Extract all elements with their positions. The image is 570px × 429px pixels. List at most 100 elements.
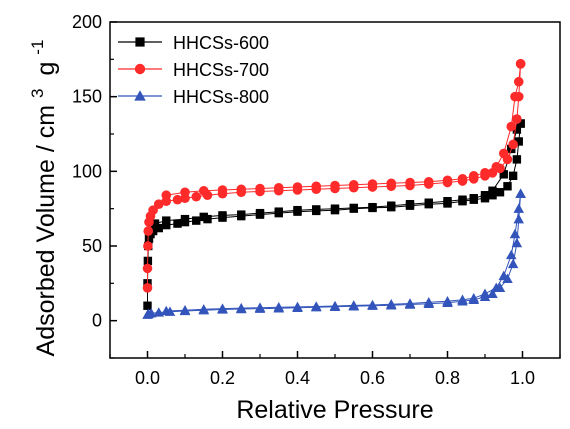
data-point (142, 283, 153, 293)
data-point (386, 178, 397, 189)
y-axis-label-g: g (32, 62, 60, 76)
y-tick-label: 100 (72, 161, 102, 181)
data-point (423, 297, 434, 307)
y-axis-label-sup2: -1 (28, 40, 47, 55)
data-point (161, 190, 172, 201)
data-point (349, 203, 358, 213)
y-axis-label-sup1: 3 (28, 89, 47, 98)
x-tick-label: 0.8 (435, 368, 460, 388)
data-point (153, 307, 164, 317)
x-tick-label: 0.4 (285, 368, 310, 388)
x-tick-label: 1.0 (510, 368, 535, 388)
series-hhcss-600 (143, 119, 525, 310)
data-point (507, 258, 519, 269)
data-point (498, 148, 509, 159)
data-point (255, 183, 265, 194)
legend-marker (134, 90, 146, 101)
data-point (491, 162, 502, 172)
data-point (515, 59, 526, 69)
data-point (330, 180, 340, 191)
data-point (148, 226, 158, 236)
y-axis-label: Adsorbed Volume / cm 3 g -1 (21, 40, 60, 357)
data-point (423, 176, 434, 187)
data-point (367, 179, 378, 189)
ticks-layer: 0.0 0.2 0.4 0.6 0.8 1.0 0 50 100 150 200 (72, 12, 561, 388)
data-point (468, 293, 479, 303)
data-point (180, 187, 190, 198)
data-point (469, 194, 478, 203)
data-point (387, 201, 396, 210)
x-axis-label: Relative Pressure (236, 396, 433, 424)
data-point (404, 298, 416, 308)
series-line-desorption (166, 63, 522, 196)
data-point (274, 207, 283, 216)
x-tick-label: 0.6 (360, 368, 385, 388)
data-point (192, 216, 201, 225)
data-point (237, 210, 246, 219)
data-point (498, 270, 509, 281)
series-hhcss-800 (142, 188, 526, 319)
data-point (509, 228, 521, 239)
data-point (512, 114, 522, 124)
data-point (458, 195, 467, 204)
data-point (468, 171, 479, 181)
data-point (161, 305, 172, 316)
data-point (217, 185, 228, 195)
data-point (499, 170, 508, 179)
data-point (487, 288, 498, 298)
data-point (146, 307, 157, 318)
data-point (292, 182, 303, 192)
data-point (199, 212, 208, 222)
data-point (510, 91, 520, 102)
data-point (143, 226, 154, 236)
data-point (386, 298, 397, 309)
y-tick-label: 0 (92, 311, 102, 331)
x-tick-label: 0.0 (135, 368, 160, 388)
data-point (217, 303, 228, 313)
data-point (480, 168, 490, 178)
data-point (191, 191, 202, 202)
data-point (153, 199, 164, 209)
data-point (162, 216, 171, 225)
data-point (513, 213, 524, 224)
data-point (143, 241, 153, 251)
data-point (508, 139, 518, 150)
svg-text:Adsorbed Volume / cm 3: Adsorbed Volume / cm 3 g -1 (21, 40, 60, 357)
data-point (503, 182, 512, 191)
data-point (512, 125, 522, 134)
data-point (514, 137, 523, 146)
data-point (442, 175, 453, 186)
data-point (405, 177, 415, 188)
data-point (513, 203, 524, 213)
data-point (329, 300, 341, 311)
data-point (348, 179, 359, 190)
data-point (236, 184, 247, 195)
legend: HHCSs-600 HHCSs-700 HHCSs-800 (118, 33, 269, 107)
y-tick-label: 200 (72, 12, 102, 32)
data-point (292, 301, 303, 312)
data-point (173, 219, 182, 228)
legend-marker (135, 37, 145, 47)
data-point (150, 219, 160, 228)
data-point (424, 198, 433, 207)
data-point (511, 237, 523, 248)
data-point (148, 205, 158, 215)
y-axis-label-main: Adsorbed Volume / cm (32, 105, 60, 357)
legend-label: HHCSs-700 (173, 60, 269, 80)
data-point (143, 301, 152, 310)
data-point (142, 263, 153, 274)
data-point (491, 282, 502, 293)
data-point (218, 211, 227, 220)
data-point (488, 186, 497, 195)
data-point (348, 300, 359, 310)
data-point (236, 302, 247, 313)
series-layer (142, 59, 526, 319)
legend-label: HHCSs-600 (173, 33, 269, 53)
data-point (405, 199, 415, 209)
data-point (457, 174, 468, 184)
data-point (144, 234, 154, 243)
x-tick-label: 0.2 (210, 368, 235, 388)
data-point (255, 208, 265, 218)
legend-marker (134, 63, 146, 75)
